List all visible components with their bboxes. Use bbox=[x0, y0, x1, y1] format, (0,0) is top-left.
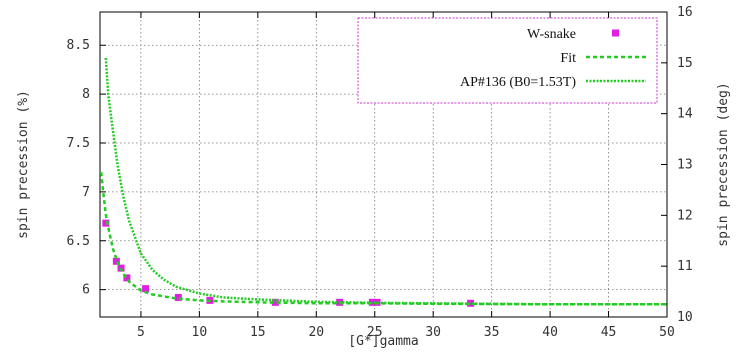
x-tick-label: 30 bbox=[425, 325, 441, 340]
y-tick-label-right: 11 bbox=[677, 259, 693, 274]
y-tick-label-right: 13 bbox=[677, 158, 693, 173]
data-point bbox=[123, 274, 131, 282]
data-point bbox=[102, 219, 110, 227]
series-layer bbox=[99, 57, 667, 307]
legend-label: AP#136 (B0=1.53T) bbox=[460, 75, 576, 90]
x-axis-label: [G*]gamma bbox=[348, 334, 418, 349]
data-point bbox=[142, 285, 150, 293]
y-tick-label-right: 15 bbox=[677, 56, 693, 71]
x-tick-label: 50 bbox=[659, 325, 675, 340]
data-point bbox=[174, 293, 182, 301]
x-tick-label: 40 bbox=[542, 325, 558, 340]
x-tick-label: 20 bbox=[308, 325, 324, 340]
x-tick-label: 25 bbox=[367, 325, 383, 340]
x-tick-label: 5 bbox=[137, 325, 145, 340]
y-axis-label-right: spin precession (deg) bbox=[716, 82, 731, 246]
y-tick-label-right: 14 bbox=[677, 107, 693, 122]
legend-marker bbox=[612, 29, 619, 37]
legend: W-snake Fit AP#136 (B0=1.53T) bbox=[357, 17, 658, 104]
y-tick-label-left: 8.5 bbox=[67, 38, 90, 53]
y-tick-label-right: 10 bbox=[677, 310, 693, 325]
y-tick-label-left: 8 bbox=[82, 87, 90, 102]
y-tick-label-right: 12 bbox=[677, 208, 693, 223]
x-tick-label: 45 bbox=[601, 325, 617, 340]
data-point bbox=[467, 299, 475, 307]
y-tick-label-right: 16 bbox=[677, 5, 693, 20]
x-tick-label: 15 bbox=[250, 325, 266, 340]
legend-label: Fit bbox=[560, 51, 576, 66]
series-line-2 bbox=[104, 57, 667, 306]
data-point bbox=[271, 298, 279, 306]
y-tick-label-left: 7.5 bbox=[67, 136, 90, 151]
legend-box bbox=[357, 17, 658, 104]
legend-label: W-snake bbox=[527, 27, 576, 42]
x-tick-label: 35 bbox=[484, 325, 500, 340]
y-axis-label-left: spin precession (%) bbox=[16, 90, 31, 239]
y-tick-label-left: 6.5 bbox=[67, 234, 90, 249]
axis-ticks: 5 10 15 20 25 30 35 40 45 50 6 6.5 7 7.5 8 8.5 10 11 12 13 1… bbox=[67, 5, 693, 340]
y-tick-label-left: 6 bbox=[82, 283, 90, 298]
y-tick-label-left: 7 bbox=[82, 185, 90, 200]
x-tick-label: 10 bbox=[192, 325, 208, 340]
data-point bbox=[112, 257, 120, 265]
